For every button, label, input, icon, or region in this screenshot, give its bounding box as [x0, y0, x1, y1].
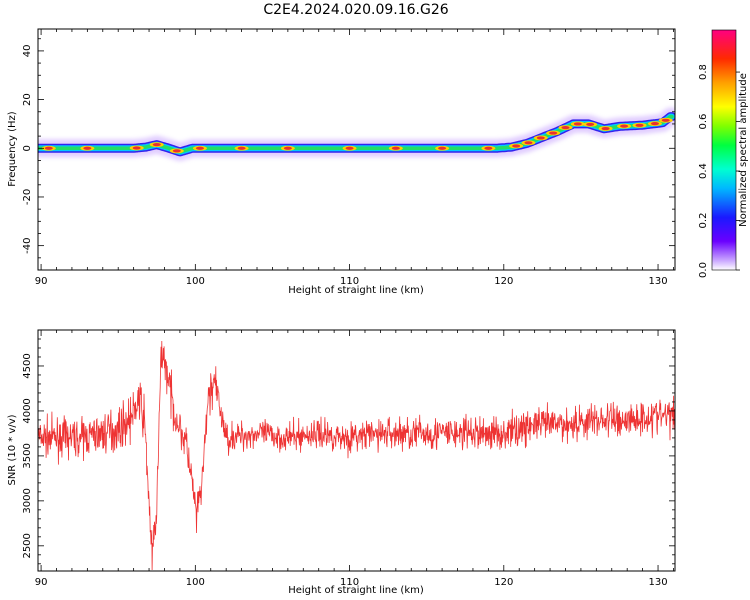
heatmap-panel: 90 100 110 120 130 -40 -20 0 20 40 Height of str… — [7, 28, 676, 296]
colorbar-ticks: 0.0 0.2 0.4 0.6 0.8 — [698, 64, 740, 278]
colorbar-tick-label: 0.4 — [698, 163, 709, 179]
snr-x-ticks: 90 100 110 120 130 — [35, 330, 674, 588]
snr-x-tick-label: 130 — [648, 577, 667, 588]
ridge-peak-core — [573, 122, 582, 126]
ridge-peak-core — [484, 146, 493, 150]
snr-x-tick-label: 110 — [340, 577, 359, 588]
snr-y-tick-label: 4000 — [22, 398, 33, 423]
heatmap-y-tick-label: 0 — [22, 145, 33, 151]
snr-y-axis-label: SNR (10 * v/v) — [7, 414, 18, 485]
ridge-peak-core — [650, 122, 659, 126]
colorbar-tick-label: 0.8 — [698, 64, 709, 80]
colorbar: 0.0 0.2 0.4 0.6 0.8 Normalized spectral ampl… — [698, 29, 749, 278]
ridge-peak-core — [635, 123, 644, 127]
ridge-peak-core — [391, 146, 400, 150]
ridge-peak-core — [512, 144, 521, 148]
colorbar-tick-label: 0.0 — [698, 262, 709, 278]
snr-y-tick-label: 3000 — [22, 488, 33, 513]
ridge-peak-core — [195, 146, 204, 150]
snr-panel: 90 100 110 120 130 2500 3000 3500 4000 4500 Heig… — [7, 329, 676, 596]
heatmap-y-tick-label: -20 — [22, 189, 33, 205]
heatmap-frame — [37, 28, 676, 271]
ridge-peak-core — [237, 146, 246, 150]
colorbar-tick-label: 0.2 — [698, 213, 709, 229]
ridge-peak-core — [172, 149, 181, 153]
ridge-peak-core — [549, 131, 558, 135]
colorbar-label: Normalized spectral amplitude — [738, 73, 749, 227]
snr-x-tick-label: 90 — [35, 577, 48, 588]
snr-y-ticks: 2500 3000 3500 4000 4500 — [22, 329, 675, 565]
ridge-peak-core — [83, 146, 92, 150]
snr-y-tick-label: 4500 — [22, 353, 33, 378]
figure-title: C2E4.2024.020.09.16.G26 — [263, 2, 448, 18]
snr-plot-area — [38, 330, 675, 571]
heatmap-x-tick-label: 90 — [35, 276, 48, 287]
ridge-peak-core — [601, 126, 610, 131]
snr-x-tick-label: 120 — [494, 577, 513, 588]
ridge-peak-core — [438, 146, 447, 150]
ridge-peak-core — [152, 143, 161, 147]
snr-frame — [37, 329, 676, 572]
ridge-peak-core — [524, 141, 533, 145]
heatmap-x-ticks: 90 100 110 120 130 — [35, 29, 674, 287]
heatmap-ridge — [38, 107, 675, 161]
snr-series-line — [38, 340, 675, 571]
heatmap-y-tick-label: -40 — [22, 237, 33, 253]
colorbar-frame — [711, 29, 737, 271]
snr-x-axis-label: Height of straight line (km) — [288, 585, 424, 596]
heatmap-x-tick-label: 130 — [648, 276, 667, 287]
heatmap-x-tick-label: 120 — [494, 276, 513, 287]
heatmap-y-ticks: -40 -20 0 20 40 — [22, 38, 675, 271]
ridge-peak-core — [345, 146, 354, 150]
ridge-peak-core — [586, 122, 595, 127]
snr-y-tick-label: 2500 — [22, 533, 33, 558]
ridge-peak-core — [132, 146, 141, 150]
ridge-peak-core — [620, 124, 629, 128]
heatmap-x-tick-label: 110 — [340, 276, 359, 287]
snr-trace-group — [38, 340, 675, 571]
ridge-peak-core — [536, 136, 545, 140]
heatmap-y-tick-label: 20 — [22, 93, 33, 106]
ridge-peak-core — [561, 125, 570, 130]
snr-y-tick-label: 3500 — [22, 443, 33, 468]
colorbar-tick-label: 0.6 — [698, 114, 709, 130]
heatmap-y-tick-label: 40 — [22, 45, 33, 58]
ridge-peak-core — [44, 146, 53, 150]
heatmap-x-tick-label: 100 — [186, 276, 205, 287]
colorbar-gradient — [712, 30, 736, 270]
ridge-peak-core — [661, 118, 670, 122]
snr-x-tick-label: 100 — [186, 577, 205, 588]
heatmap-x-axis-label: Height of straight line (km) — [288, 285, 424, 296]
heatmap-y-axis-label: Frequency (Hz) — [7, 111, 18, 187]
ridge-peak-core — [283, 146, 292, 150]
